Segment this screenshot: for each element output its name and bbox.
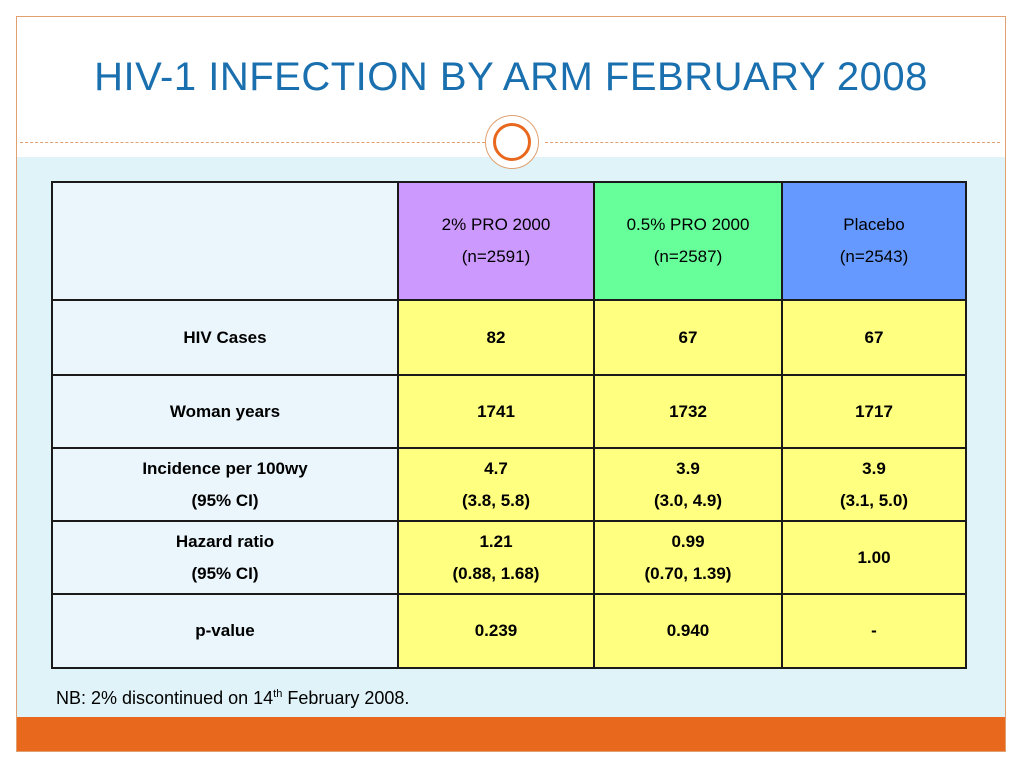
table-cell: 3.9 (3.1, 5.0) [781,447,967,522]
table-header-row: 2% PRO 2000 (n=2591) 0.5% PRO 2000 (n=25… [51,181,967,301]
table-cell: 67 [593,299,783,376]
slide-title: HIV-1 INFECTION BY ARM FEBRUARY 2008 [94,55,928,99]
footnote: NB: 2% discontinued on 14th February 200… [56,688,410,708]
table-cell: 4.7 (3.8, 5.8) [397,447,595,522]
table-cell: 3.9 (3.0, 4.9) [593,447,783,522]
table-cell: 0.99 (0.70, 1.39) [593,520,783,595]
title-divider-left [20,142,485,143]
table-cell: 1.00 [781,520,967,595]
header-empty-cell [51,181,399,301]
table-cell: 0.239 [397,593,595,669]
table-row-hiv-cases: HIV Cases 82 67 67 [51,299,967,376]
table-row-incidence: Incidence per 100wy (95% CI) 4.7 (3.8, 5… [51,447,967,522]
table-row-hazard-ratio: Hazard ratio (95% CI) 1.21 (0.88, 1.68) … [51,520,967,595]
table-cell: 1732 [593,374,783,449]
table-cell: 82 [397,299,595,376]
title-divider-right [545,142,1000,143]
table-row-p-value: p-value 0.239 0.940 - [51,593,967,669]
row-label: p-value [51,593,399,669]
table-cell: 67 [781,299,967,376]
table-row-woman-years: Woman years 1741 1732 1717 [51,374,967,449]
table-cell: 1717 [781,374,967,449]
bottom-accent-bar [17,717,1005,751]
header-arm-2pct: 2% PRO 2000 (n=2591) [397,181,595,301]
header-arm-05pct: 0.5% PRO 2000 (n=2587) [593,181,783,301]
table-cell: 1.21 (0.88, 1.68) [397,520,595,595]
row-label: HIV Cases [51,299,399,376]
circle-ornament-icon [485,115,539,169]
row-label: Woman years [51,374,399,449]
row-label: Hazard ratio (95% CI) [51,520,399,595]
row-label: Incidence per 100wy (95% CI) [51,447,399,522]
table-cell: 1741 [397,374,595,449]
table-cell: 0.940 [593,593,783,669]
table-cell: - [781,593,967,669]
results-table: 2% PRO 2000 (n=2591) 0.5% PRO 2000 (n=25… [51,181,967,669]
header-arm-placebo: Placebo (n=2543) [781,181,967,301]
